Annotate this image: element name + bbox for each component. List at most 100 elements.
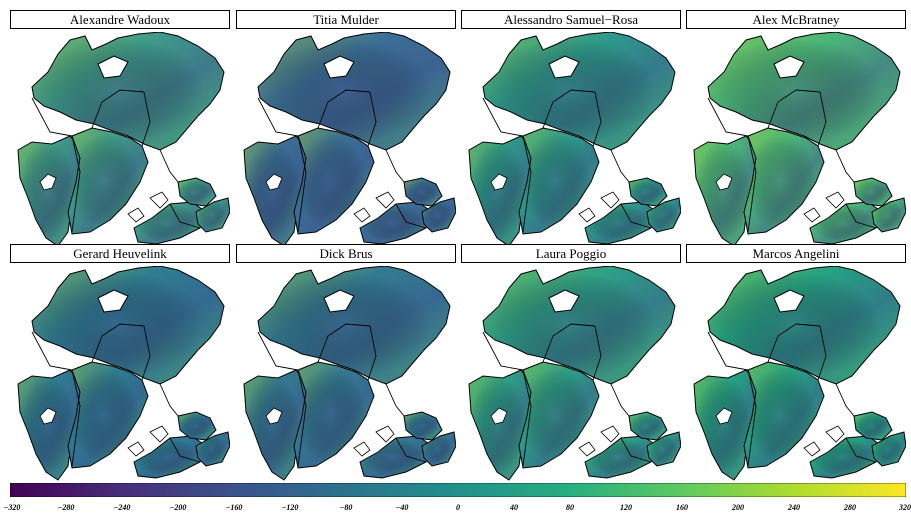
lake-cutout	[127, 441, 145, 457]
colorbar-tick-label: 240	[788, 503, 800, 512]
face-overlay	[134, 436, 206, 478]
face-overlay	[647, 198, 681, 232]
face-overlay	[854, 412, 892, 440]
panel-title: Gerard Heuvelink	[10, 244, 230, 263]
lake-cutout	[803, 207, 821, 223]
region-border	[817, 325, 827, 381]
region-border	[592, 325, 602, 381]
lake-cutout	[149, 191, 169, 209]
region-map	[693, 266, 906, 481]
region-border	[845, 203, 877, 229]
panel-title: Dick Brus	[236, 244, 456, 263]
region-border	[522, 135, 532, 233]
region-border	[297, 369, 307, 467]
lake-cutout	[600, 191, 620, 209]
bay-cutout	[323, 55, 355, 79]
lake-cutout	[600, 425, 620, 443]
region-border	[747, 369, 757, 467]
panel-title: Marcos Angelini	[686, 244, 906, 263]
panel-title: Alexandre Wadoux	[10, 10, 230, 29]
face-overlay	[178, 412, 216, 440]
region-border	[169, 437, 201, 463]
colorbar-tick-label: 320	[899, 503, 911, 512]
face-overlay	[244, 370, 308, 480]
region-border	[71, 369, 81, 467]
panel-title: Laura Poggio	[461, 244, 681, 263]
region-border	[817, 91, 827, 147]
face-overlay	[585, 202, 657, 244]
face-overlay	[629, 412, 667, 440]
face-overlay	[294, 128, 374, 234]
colorbar-tick-label: 280	[844, 503, 856, 512]
face-overlay	[18, 136, 82, 246]
bay-cutout	[773, 289, 805, 313]
region-border	[257, 331, 299, 371]
lake-cutout	[265, 173, 283, 191]
colorbar-tick-label: −80	[339, 503, 353, 512]
region-map	[17, 266, 230, 481]
region-border	[610, 149, 630, 183]
map-panel: Laura Poggio	[461, 244, 681, 484]
colorbar-tick-label: 200	[732, 503, 744, 512]
face-overlay	[422, 432, 456, 466]
map-panel: Dick Brus	[236, 244, 456, 484]
face-overlay	[422, 198, 456, 232]
face-overlay	[647, 432, 681, 466]
lake-cutout	[825, 425, 845, 443]
colorbar-tick-label: −40	[395, 503, 409, 512]
region-border	[141, 325, 151, 381]
lake-cutout	[490, 173, 508, 191]
colorbar-tick-label: −280	[57, 503, 75, 512]
lake-cutout	[39, 173, 57, 191]
region-map	[693, 32, 906, 247]
face-overlay	[360, 436, 432, 478]
region-border	[317, 89, 371, 129]
colorbar-tick-label: 120	[620, 503, 632, 512]
region-border	[91, 89, 145, 129]
region-border	[159, 383, 179, 417]
face-overlay	[360, 202, 432, 244]
region-border	[395, 437, 427, 463]
colorbar-tick-label: −120	[281, 503, 299, 512]
bay-cutout	[97, 55, 129, 79]
region-border	[317, 323, 371, 363]
region-border	[257, 97, 299, 137]
bay-cutout	[773, 55, 805, 79]
map-panel: Alessandro Samuel−Rosa	[461, 10, 681, 250]
bay-cutout	[548, 289, 580, 313]
region-border	[835, 383, 855, 417]
colorbar-tick-label: 40	[510, 503, 518, 512]
colorbar-tick-label: −320	[3, 503, 21, 512]
region-border	[610, 383, 630, 417]
face-overlay	[694, 136, 758, 246]
lake-cutout	[490, 407, 508, 425]
region-border	[297, 135, 307, 233]
map-panel: Alexandre Wadoux	[10, 10, 230, 250]
lake-cutout	[715, 173, 733, 191]
face-overlay	[469, 136, 533, 246]
region-border	[835, 149, 855, 183]
region-border	[367, 91, 377, 147]
bay-cutout	[97, 289, 129, 313]
colorbar-tick-label: −160	[225, 503, 243, 512]
region-border	[707, 331, 749, 371]
face-overlay	[744, 362, 824, 468]
colorbar-tick-label: −240	[113, 503, 131, 512]
region-border	[31, 331, 73, 371]
colorbar-tick-label: −200	[169, 503, 187, 512]
region-map	[243, 266, 456, 481]
face-overlay	[872, 198, 906, 232]
region-map	[17, 32, 230, 247]
colorbar-tick-label: 0	[456, 503, 460, 512]
face-overlay	[244, 136, 308, 246]
region-border	[482, 97, 524, 137]
region-map	[468, 32, 681, 247]
bay-cutout	[548, 55, 580, 79]
face-overlay	[404, 412, 442, 440]
face-overlay	[744, 128, 824, 234]
panel-title: Alessandro Samuel−Rosa	[461, 10, 681, 29]
lake-cutout	[353, 207, 371, 223]
lake-cutout	[578, 441, 596, 457]
region-border	[91, 323, 145, 363]
region-border	[385, 149, 405, 183]
